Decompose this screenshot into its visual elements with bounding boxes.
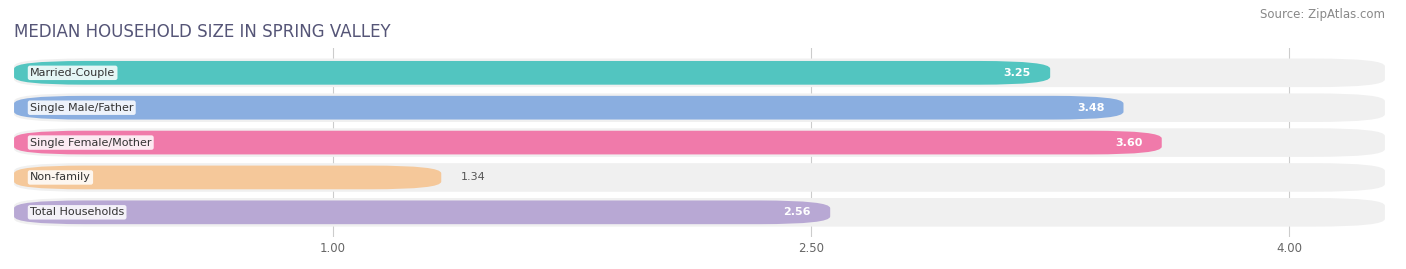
FancyBboxPatch shape [14,131,1161,154]
FancyBboxPatch shape [14,163,1385,192]
FancyBboxPatch shape [14,166,441,189]
FancyBboxPatch shape [14,59,1385,87]
Text: Single Male/Father: Single Male/Father [30,103,134,113]
Text: 2.56: 2.56 [783,207,811,217]
FancyBboxPatch shape [14,93,1385,122]
Text: Married-Couple: Married-Couple [30,68,115,78]
Text: Source: ZipAtlas.com: Source: ZipAtlas.com [1260,8,1385,21]
FancyBboxPatch shape [14,61,1050,85]
Text: 3.25: 3.25 [1004,68,1031,78]
FancyBboxPatch shape [14,128,1385,157]
FancyBboxPatch shape [14,200,830,224]
Text: Single Female/Mother: Single Female/Mother [30,137,152,148]
Text: Total Households: Total Households [30,207,124,217]
FancyBboxPatch shape [14,96,1123,119]
FancyBboxPatch shape [14,198,1385,226]
Text: 3.60: 3.60 [1115,137,1143,148]
Text: 3.48: 3.48 [1077,103,1104,113]
Text: 1.34: 1.34 [460,172,485,182]
Text: MEDIAN HOUSEHOLD SIZE IN SPRING VALLEY: MEDIAN HOUSEHOLD SIZE IN SPRING VALLEY [14,23,391,41]
Text: Non-family: Non-family [30,172,91,182]
